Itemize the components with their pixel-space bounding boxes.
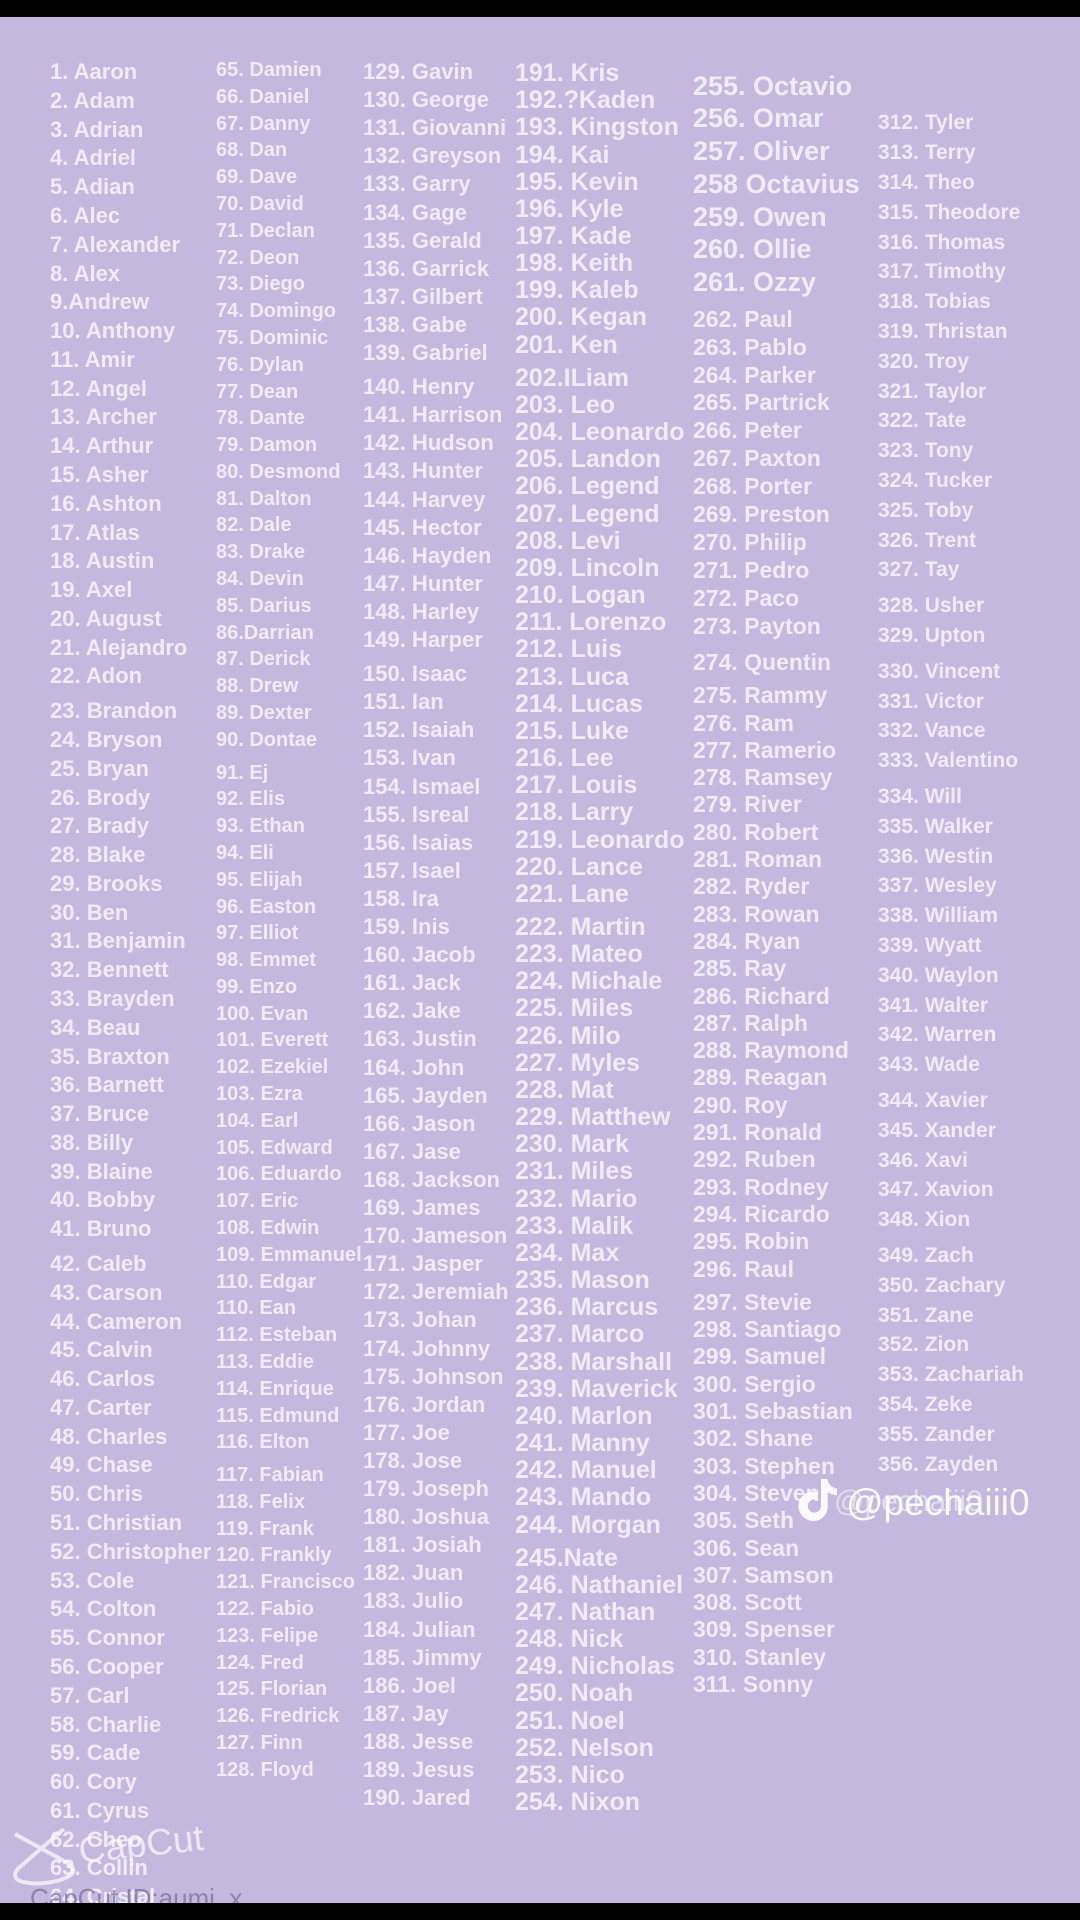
svg-text:CapCut: CapCut	[77, 1817, 207, 1871]
